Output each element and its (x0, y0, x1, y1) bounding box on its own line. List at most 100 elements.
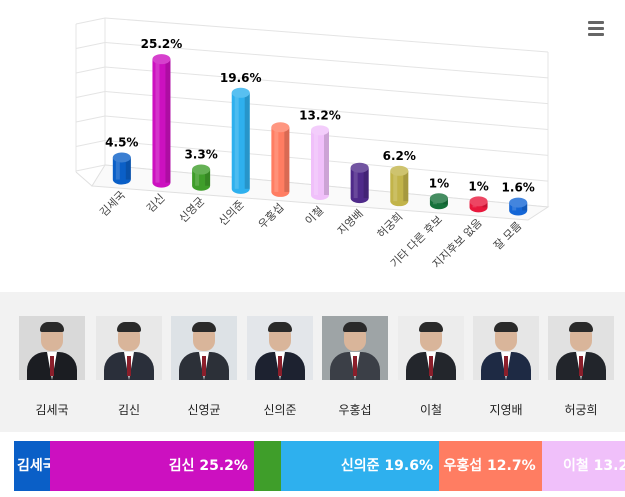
data-label: 1.6% (502, 181, 535, 195)
grid-line (104, 91, 549, 130)
bar-shade (403, 170, 409, 202)
bar-shade (324, 130, 329, 195)
result-segment-label: 우홍섭 12.7% (443, 458, 536, 474)
category-label: 잘 모름 (491, 219, 524, 252)
grid-line (104, 42, 549, 79)
category-label: 김세국 (97, 188, 128, 219)
result-segment-label: 신의준 19.6% (340, 458, 433, 474)
candidate-card: 우홍섭 (321, 316, 389, 418)
stacked-result-bar: 김세국 4.5% 김신 25.2% 신의준 19.6% 우홍섭 12.7% 이철 13.… (14, 441, 625, 491)
category-label: 김신 (144, 192, 168, 216)
data-label: 6.2% (383, 149, 416, 163)
grid-line-side (75, 171, 93, 187)
result-segment-label: 김신 25.2% (168, 458, 248, 474)
candidate-card: 신의준 (246, 316, 314, 418)
candidate-photo (247, 316, 313, 380)
chart-canvas: 4.5% 김세국 25.2% 김신 3.3% 신영균 19.6% 신의준 우홍섭 13.2% 이철 지… (75, 17, 550, 271)
data-label: 4.5% (105, 135, 138, 149)
candidate-photo (322, 316, 388, 380)
category-label: 우홍섭 (255, 200, 286, 231)
data-label: 1% (468, 179, 488, 193)
bar-highlight (314, 130, 318, 195)
candidate-photo (19, 316, 85, 380)
poll-bar-chart: 4.5% 김세국 25.2% 김신 3.3% 신영균 19.6% 신의준 우홍섭 13.2% 이철 지… (75, 17, 607, 271)
candidate-photo (473, 316, 539, 380)
result-segment-label: 김세국 4.5% (17, 458, 51, 474)
result-segment: 우홍섭 12.7% (439, 441, 542, 491)
chart-menu-button[interactable] (585, 18, 607, 38)
bar-top (271, 122, 290, 133)
data-label: 3.3% (184, 148, 217, 162)
hamburger-icon (588, 21, 604, 24)
bar-highlight (393, 170, 398, 202)
bar-shade (522, 202, 528, 211)
bar-top (469, 196, 488, 207)
bar-shade (165, 59, 171, 183)
candidate-card: 김신 (95, 316, 163, 418)
bar-top (152, 54, 171, 65)
candidate-name: 김신 (117, 403, 141, 417)
bar-highlight (195, 169, 200, 186)
grid-line-side (75, 115, 106, 123)
hamburger-icon-line (588, 33, 604, 36)
candidate-photo (171, 316, 237, 380)
bar-top (390, 165, 409, 176)
candidate-name: 신의준 (263, 403, 297, 417)
result-segment: 이철 13.2% (541, 441, 625, 491)
candidate-photo (398, 316, 464, 380)
grid-line-side (75, 66, 106, 74)
bar-top (311, 125, 329, 136)
hamburger-icon-line (588, 27, 604, 30)
candidate-photo-panel: 김세국 김신 신영균 신의준 우홍섭 이철 지영배 허궁희 (0, 292, 625, 432)
candidate-card: 이철 (397, 316, 465, 418)
candidate-name: 신영균 (187, 403, 221, 417)
bar-highlight (115, 157, 120, 180)
candidate-card: 김세국 (18, 316, 86, 418)
grid-line-side (75, 17, 106, 25)
bar-shade (205, 169, 211, 186)
candidate-name: 지영배 (489, 403, 523, 417)
bar-shade (244, 92, 250, 189)
category-label: 허궁희 (375, 210, 406, 241)
bar-top (350, 162, 369, 173)
result-segment: 김신 25.2% (50, 441, 254, 491)
bar-top (509, 197, 528, 208)
result-segment (253, 441, 281, 491)
data-label: 13.2% (299, 108, 341, 122)
bar-shade (284, 127, 290, 192)
category-label: 신영균 (177, 195, 208, 226)
bar-shade (363, 167, 369, 199)
result-segment: 김세국 4.5% (14, 441, 51, 491)
bar-highlight (274, 127, 279, 192)
candidate-photo (548, 316, 614, 380)
candidate-card: 지영배 (472, 316, 540, 418)
candidate-name: 이철 (419, 403, 443, 417)
category-label: 지영배 (335, 207, 366, 238)
bar-top (429, 193, 448, 204)
grid-line-side (75, 91, 106, 98)
candidate-card: 허궁희 (547, 316, 615, 418)
data-label: 25.2% (141, 37, 183, 51)
candidate-name: 우홍섭 (338, 403, 372, 417)
data-label: 1% (429, 176, 449, 190)
result-segment: 신의준 19.6% (280, 441, 439, 491)
bar-top (112, 152, 131, 163)
grid-line-side (75, 140, 106, 147)
category-label: 신의준 (216, 198, 247, 229)
bar-shade (125, 157, 131, 180)
grid-line (104, 17, 549, 53)
category-label: 이철 (303, 204, 327, 228)
candidate-photo (96, 316, 162, 380)
bar-highlight (155, 59, 160, 183)
bar-top (192, 164, 211, 175)
grid-line (104, 66, 549, 105)
bar-top (231, 87, 250, 98)
bar-highlight (234, 92, 239, 189)
result-segment-label: 이철 13.2% (563, 458, 625, 474)
candidate-card: 신영균 (170, 316, 238, 418)
grid-line-side (75, 42, 106, 49)
candidate-name: 김세국 (35, 403, 69, 417)
grid-line-side (75, 164, 106, 172)
bar-highlight (353, 167, 358, 199)
data-label: 19.6% (220, 71, 262, 85)
